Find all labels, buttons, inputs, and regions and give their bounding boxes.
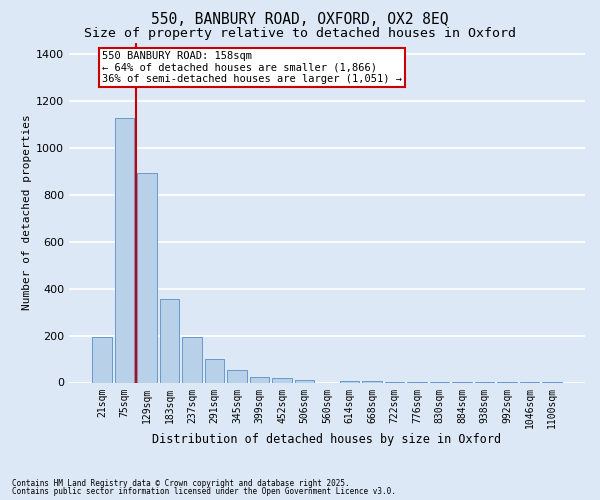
- Text: 550 BANBURY ROAD: 158sqm
← 64% of detached houses are smaller (1,866)
36% of sem: 550 BANBURY ROAD: 158sqm ← 64% of detach…: [102, 50, 402, 84]
- Text: Size of property relative to detached houses in Oxford: Size of property relative to detached ho…: [84, 28, 516, 40]
- Bar: [205, 359, 224, 382]
- Bar: [227, 370, 247, 382]
- Bar: [182, 337, 202, 382]
- Bar: [160, 300, 179, 382]
- Text: Contains HM Land Registry data © Crown copyright and database right 2025.: Contains HM Land Registry data © Crown c…: [12, 478, 350, 488]
- Bar: [295, 380, 314, 382]
- Bar: [340, 380, 359, 382]
- X-axis label: Distribution of detached houses by size in Oxford: Distribution of detached houses by size …: [152, 432, 502, 446]
- Text: 550, BANBURY ROAD, OXFORD, OX2 8EQ: 550, BANBURY ROAD, OXFORD, OX2 8EQ: [151, 12, 449, 28]
- Bar: [137, 172, 157, 382]
- Bar: [92, 337, 112, 382]
- Bar: [250, 378, 269, 382]
- Bar: [115, 118, 134, 382]
- Y-axis label: Number of detached properties: Number of detached properties: [22, 114, 32, 310]
- Bar: [272, 378, 292, 382]
- Text: Contains public sector information licensed under the Open Government Licence v3: Contains public sector information licen…: [12, 487, 396, 496]
